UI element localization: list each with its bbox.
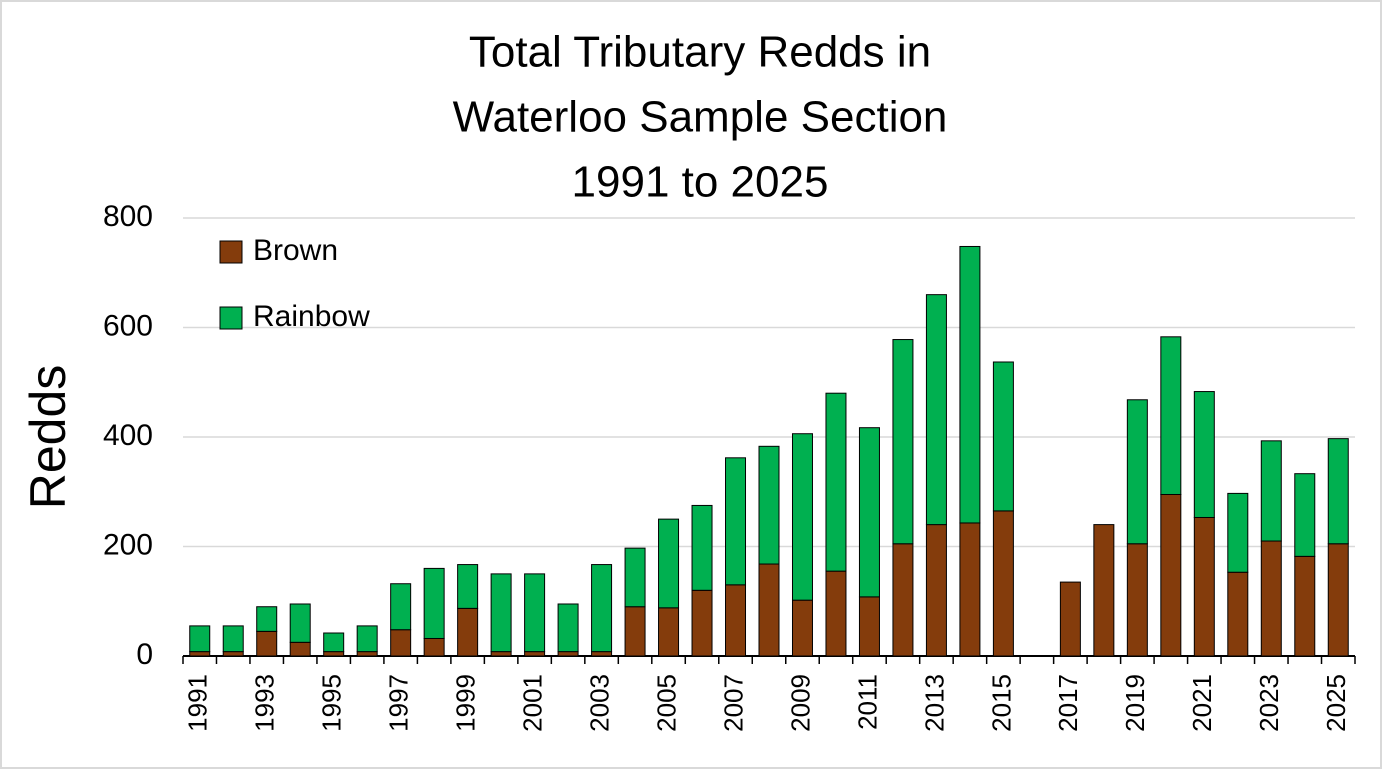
- x-tick-label: 1993: [250, 674, 280, 732]
- bar-segment: [457, 607, 479, 657]
- bar-segment: [658, 607, 680, 657]
- bar-segment: [1126, 543, 1148, 657]
- x-tick-label: 1999: [451, 674, 481, 732]
- bar-segment: [1294, 555, 1316, 657]
- bar-segment: [858, 596, 880, 657]
- bar-segment: [1126, 399, 1148, 545]
- bar-segment: [423, 637, 445, 657]
- x-tick-label: 1995: [317, 674, 347, 732]
- bar-segment: [1227, 571, 1249, 657]
- legend-label: Brown: [253, 234, 338, 267]
- bar-segment: [390, 583, 412, 631]
- bar-segment: [1160, 336, 1182, 495]
- bar-segment: [858, 427, 880, 598]
- bar-segment: [992, 361, 1014, 512]
- y-tick-label: 0: [136, 638, 153, 671]
- x-tick-label: 1997: [384, 674, 414, 732]
- bar-segment: [1193, 516, 1215, 657]
- y-tick-label: 600: [103, 309, 153, 342]
- bar-segment: [490, 573, 512, 653]
- x-tick-label: 2001: [517, 674, 547, 732]
- x-tick-label: 2015: [986, 674, 1016, 732]
- bar-segment: [256, 630, 278, 657]
- bar-segment: [256, 606, 278, 632]
- bar-segment: [725, 584, 747, 657]
- y-tick-label: 400: [103, 419, 153, 452]
- bar-segment: [356, 651, 378, 657]
- bar-segment: [959, 522, 981, 657]
- y-axis-label: Redds: [20, 365, 76, 510]
- bar-segment: [658, 518, 680, 609]
- x-tick-label: 2017: [1053, 674, 1083, 732]
- bar-segment: [624, 606, 646, 657]
- bar-segment: [1260, 440, 1282, 542]
- bar-segment: [356, 625, 378, 653]
- x-tick-label: 2021: [1187, 674, 1217, 732]
- legend-swatch: [219, 306, 243, 330]
- bar-segment: [591, 564, 613, 653]
- bar-segment: [1227, 492, 1249, 573]
- bar-segment: [1193, 391, 1215, 518]
- y-tick-label: 800: [103, 200, 153, 233]
- x-tick-label: 2005: [651, 674, 681, 732]
- bar-segment: [892, 543, 914, 657]
- bar-segment: [725, 457, 747, 586]
- bar-segment: [1093, 524, 1115, 657]
- x-tick-label: 2007: [718, 674, 748, 732]
- x-tick-label: 1991: [183, 674, 213, 732]
- bar-segment: [323, 651, 345, 657]
- bar-segment: [557, 651, 579, 657]
- bar-segment: [524, 573, 546, 653]
- bar-segment: [557, 603, 579, 653]
- bar-segment: [390, 629, 412, 657]
- bar-segment: [423, 567, 445, 639]
- x-tick-label: 2025: [1321, 674, 1351, 732]
- y-tick-label: 200: [103, 528, 153, 561]
- legend-label: Rainbow: [253, 300, 370, 333]
- x-tick-label: 2009: [785, 674, 815, 732]
- bar-segment: [222, 625, 244, 653]
- bar-segment: [524, 651, 546, 657]
- bar-segment: [691, 504, 713, 591]
- bar-segment: [624, 547, 646, 608]
- bar-segment: [691, 589, 713, 657]
- x-tick-label: 2011: [852, 674, 882, 730]
- chart-title: Waterloo Sample Section: [453, 93, 948, 142]
- bar-segment: [959, 245, 981, 524]
- bar-segment: [323, 632, 345, 653]
- bar-segment: [222, 651, 244, 657]
- legend-swatch: [219, 240, 243, 264]
- bar-segment: [825, 570, 847, 657]
- bar-segment: [1327, 438, 1349, 545]
- chart-title: 1991 to 2025: [572, 158, 829, 207]
- bar-segment: [1160, 493, 1182, 657]
- bar-segment: [758, 563, 780, 657]
- bar-segment: [791, 599, 813, 657]
- chart-title: Total Tributary Redds in: [469, 28, 931, 77]
- bar-segment: [825, 392, 847, 572]
- bar-segment: [925, 524, 947, 657]
- x-tick-label: 2019: [1120, 674, 1150, 732]
- bar-segment: [1059, 581, 1081, 657]
- bar-segment: [992, 510, 1014, 657]
- bar-segment: [189, 651, 211, 657]
- bar-segment: [189, 625, 211, 653]
- bar-segment: [591, 651, 613, 657]
- bar-segment: [289, 641, 311, 657]
- bar-segment: [892, 339, 914, 545]
- bar-segment: [1260, 540, 1282, 657]
- bar-segment: [490, 651, 512, 657]
- bar-segment: [1327, 543, 1349, 657]
- bar-segment: [758, 445, 780, 565]
- bar-segment: [925, 294, 947, 526]
- bar-segment: [457, 564, 479, 609]
- bar-segment: [791, 433, 813, 601]
- bar-segment: [1294, 473, 1316, 557]
- bar-segment: [289, 603, 311, 643]
- x-tick-label: 2013: [919, 674, 949, 732]
- x-tick-label: 2003: [584, 674, 614, 732]
- x-tick-label: 2023: [1254, 674, 1284, 732]
